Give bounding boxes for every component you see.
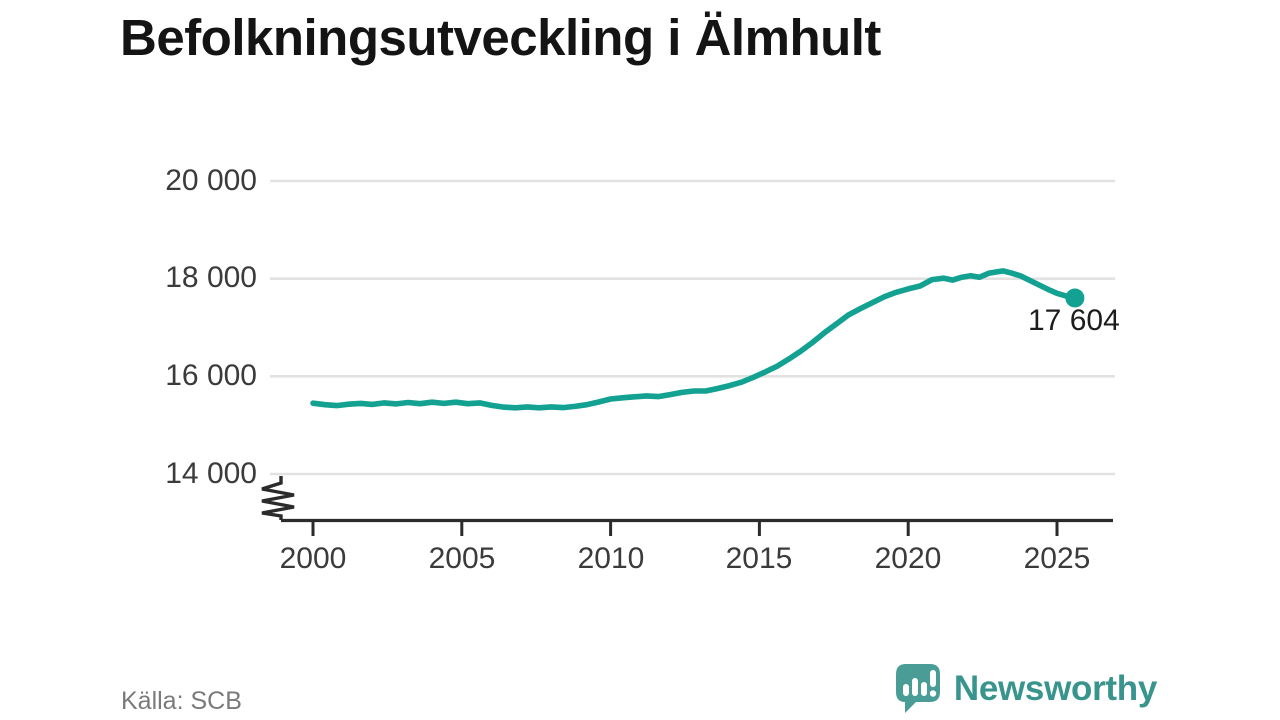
newsworthy-wordmark: Newsworthy <box>953 669 1157 708</box>
end-point-marker <box>1065 288 1085 308</box>
y-axis-label: 18 000 <box>165 261 257 294</box>
x-axis-label: 2020 <box>874 542 942 575</box>
y-axis-break-icon <box>261 476 295 520</box>
x-axis <box>281 518 1113 536</box>
x-axis-label: 2025 <box>1023 542 1091 575</box>
y-axis-label: 16 000 <box>165 359 257 392</box>
newsworthy-logo[interactable]: Newsworthy <box>893 662 1157 716</box>
y-axis-label: 14 000 <box>165 457 257 490</box>
source-label: Källa: SCB <box>121 687 242 715</box>
x-axis-label: 2015 <box>725 542 793 575</box>
end-value-label: 17 604 <box>1028 304 1120 337</box>
page-title: Befolkningsutveckling i Älmhult <box>120 9 881 66</box>
x-axis-label: 2010 <box>577 542 645 575</box>
newsworthy-logo-icon <box>895 664 940 713</box>
x-axis-label: 2005 <box>428 542 496 575</box>
y-axis-label: 20 000 <box>165 164 257 197</box>
x-axis-label: 2000 <box>279 542 347 575</box>
population-line <box>310 268 1078 411</box>
gridlines <box>270 179 1115 476</box>
